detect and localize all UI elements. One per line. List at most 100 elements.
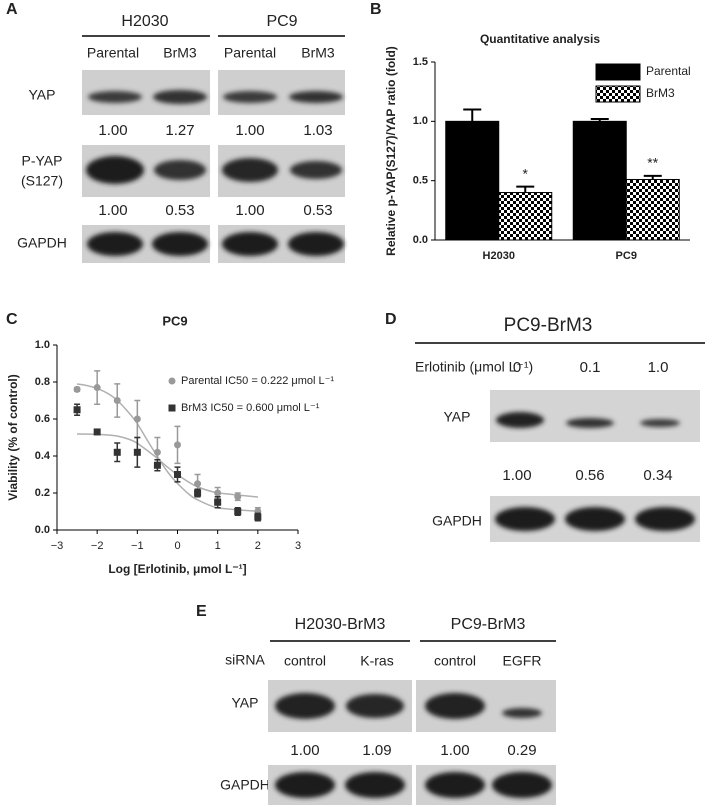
bar	[498, 192, 553, 241]
x-tick-label: −2	[91, 540, 104, 552]
dose-label: 0.1	[580, 359, 601, 376]
y-tick-label: 0.8	[35, 376, 50, 388]
point	[93, 428, 101, 436]
ratio: 0.29	[507, 742, 536, 759]
x-tick-label: 1	[215, 540, 221, 552]
legend-label: BrM3 IC50 = 0.600 μmol L⁻¹	[181, 402, 320, 414]
legend-label: Parental	[646, 64, 691, 78]
blot	[268, 680, 556, 805]
y-axis-label: Relative p-YAP(S127)/YAP ratio (fold)	[384, 46, 398, 256]
lane-label: K-ras	[360, 653, 393, 669]
point	[174, 441, 181, 449]
y-tick-label: 1.0	[35, 339, 50, 351]
bar	[625, 178, 680, 241]
y-axis-label: Viability (% of control)	[6, 374, 20, 500]
error-bar	[643, 174, 662, 180]
row-label: GAPDH	[17, 235, 67, 251]
row-label: YAP	[29, 87, 56, 103]
point	[93, 384, 101, 392]
panel-title: PC9-BrM3	[504, 315, 593, 336]
panel-a: H2030 PC9 Parental BrM3 Parental BrM3 YA…	[17, 13, 345, 263]
ratio: 1.00	[98, 202, 127, 219]
bar	[445, 120, 500, 241]
row-label: YAP	[444, 409, 471, 425]
panel-label: C	[6, 311, 18, 328]
row-label: (S127)	[21, 173, 63, 189]
point	[214, 498, 222, 506]
x-tick-label: −3	[51, 540, 64, 552]
bar	[572, 120, 627, 241]
lane-label: BrM3	[301, 45, 335, 61]
point	[234, 508, 242, 515]
legend-marker	[168, 404, 176, 412]
legend-label: Parental IC50 = 0.222 μmol L⁻¹	[181, 375, 334, 387]
chart-title: Quantitative analysis	[480, 32, 600, 46]
annotation: **	[647, 155, 658, 171]
lane-label: control	[434, 653, 476, 669]
lane-label: Parental	[224, 45, 276, 61]
fit-curve	[76, 433, 259, 498]
y-tick-label: 0.0	[413, 234, 428, 246]
point	[174, 471, 181, 478]
lane-label: BrM3	[163, 45, 197, 61]
ratio: 1.09	[362, 742, 391, 759]
row-label: YAP	[232, 695, 259, 711]
x-tick-label: 0	[174, 540, 180, 552]
y-tick-label: 0.0	[35, 524, 50, 536]
group-label: PC9-BrM3	[451, 616, 526, 633]
row-label: P-YAP	[22, 153, 63, 169]
ratio: 0.53	[303, 202, 332, 219]
panel-d: PC9-BrM3 Erlotinib (μmol L⁻¹) 0 0.1 1.0 …	[415, 315, 705, 542]
error-bar	[516, 185, 535, 193]
blot	[82, 70, 345, 263]
point	[73, 406, 81, 414]
x-tick-label: H2030	[483, 250, 515, 262]
legend-marker	[168, 377, 176, 385]
point	[133, 448, 141, 456]
lane-label: Parental	[87, 45, 139, 61]
panel-label: A	[6, 1, 18, 18]
y-tick-label: 0.4	[35, 450, 51, 462]
point	[153, 461, 161, 469]
legend-swatch	[595, 63, 641, 81]
point	[113, 448, 121, 456]
x-tick-label: 3	[295, 540, 301, 552]
point	[73, 385, 81, 393]
y-tick-label: 1.5	[413, 56, 428, 68]
lane-label: control	[284, 653, 326, 669]
blot	[490, 390, 700, 542]
row-label: GAPDH	[220, 777, 270, 793]
dose-label: 0	[513, 359, 521, 376]
treatment-label: siRNA	[225, 652, 265, 668]
point	[113, 397, 121, 404]
chart-title: PC9	[162, 313, 187, 328]
y-tick-label: 0.6	[35, 413, 50, 425]
ratio: 1.27	[165, 122, 194, 139]
point	[133, 415, 141, 423]
x-tick-label: PC9	[616, 250, 637, 262]
point	[194, 480, 202, 488]
y-tick-label: 1.0	[413, 115, 428, 127]
ratio: 1.00	[290, 742, 319, 759]
legend-swatch	[595, 85, 641, 103]
point	[254, 513, 262, 521]
group-label: H2030	[121, 13, 168, 30]
point	[153, 448, 161, 456]
ratio: 0.34	[643, 467, 672, 484]
ratio: 1.00	[502, 467, 531, 484]
ratio: 0.53	[165, 202, 194, 219]
x-tick-label: −1	[131, 540, 144, 552]
panel-label: E	[196, 603, 207, 620]
legend-label: BrM3	[646, 86, 675, 100]
ratio: 1.03	[303, 122, 332, 139]
panel-label: B	[370, 1, 382, 18]
annotation: *	[523, 165, 529, 181]
ratio: 1.00	[235, 202, 264, 219]
treatment-label: Erlotinib (μmol L⁻¹)	[415, 359, 533, 375]
error-bar	[463, 108, 482, 122]
x-tick-label: 2	[255, 540, 261, 552]
y-tick-label: 0.5	[413, 175, 428, 187]
ratio: 1.00	[440, 742, 469, 759]
dose-label: 1.0	[648, 359, 669, 376]
